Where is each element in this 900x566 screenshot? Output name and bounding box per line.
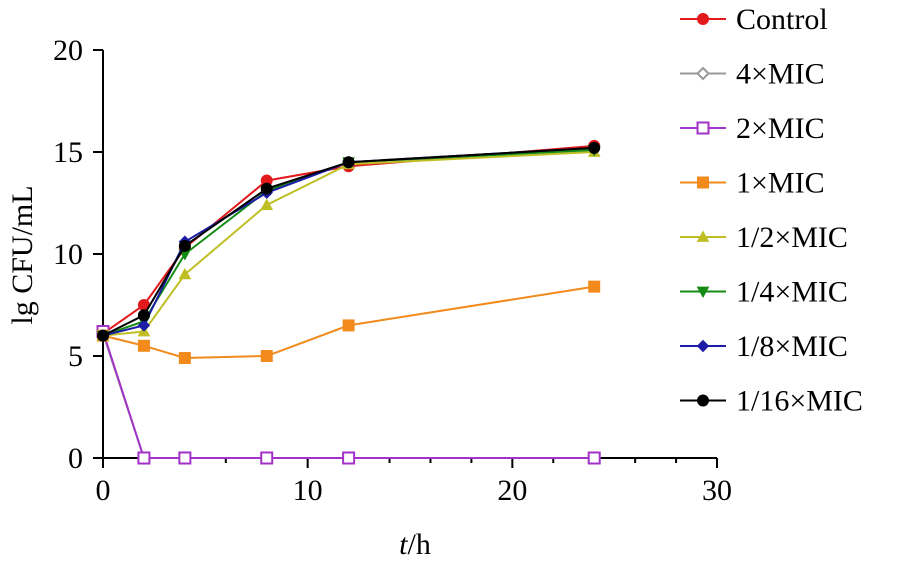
legend-item-2xmic: 2×MIC	[680, 112, 825, 145]
x-axis-label-variable: t	[399, 528, 408, 561]
data-point-1-2xmic	[178, 267, 192, 280]
series-1-2xmic	[96, 145, 601, 341]
legend-label: 1/4×MIC	[736, 276, 848, 309]
series-control	[97, 139, 601, 340]
legend-label: 2×MIC	[736, 112, 825, 145]
legend-label: 4×MIC	[736, 58, 825, 91]
data-point-1-2xmic	[260, 198, 274, 210]
series-4xmic	[96, 326, 602, 465]
series-layer	[96, 139, 602, 465]
data-point-1-16xmic	[260, 182, 273, 195]
data-point-1-16xmic	[342, 156, 355, 169]
legend-marker	[696, 230, 710, 242]
x-axis-label-unit: /h	[408, 528, 431, 561]
data-point-1xmic	[342, 319, 355, 332]
legend-marker	[696, 286, 710, 299]
series-line-1-16xmic	[102, 146, 595, 337]
series-line-1-4xmic	[102, 149, 595, 337]
data-point-1xmic	[260, 350, 273, 362]
y-tick-label: 15	[53, 136, 83, 169]
series-1-16xmic	[97, 141, 601, 342]
legend-marker	[697, 394, 709, 407]
y-axis-label: lg CFU/mL	[6, 185, 39, 324]
series-1-4xmic	[96, 145, 601, 343]
legend-item-1-16xmic: 1/16×MIC	[680, 385, 863, 418]
data-point-1xmic	[178, 352, 191, 365]
data-point-1-16xmic	[137, 309, 150, 322]
legend: Control 4×MIC 2×MIC 1×MIC 1/2×MIC 1/4×MIC 1/8×…	[680, 3, 863, 418]
legend-item-control: Control	[680, 3, 828, 36]
series-line-1-8xmic	[102, 146, 595, 337]
x-axis: 0 10 20 30	[96, 457, 732, 507]
data-point-1-16xmic	[178, 239, 191, 252]
legend-item-4xmic: 4×MIC	[680, 58, 825, 91]
x-tick-label: 30	[702, 474, 732, 507]
legend-marker	[697, 13, 709, 25]
series-2xmic	[96, 325, 601, 465]
legend-item-1xmic: 1×MIC	[680, 167, 825, 200]
x-tick-label: 20	[497, 474, 527, 507]
legend-item-1-2xmic: 1/2×MIC	[680, 221, 848, 254]
data-point-1-8xmic	[137, 319, 151, 332]
legend-label: 1/8×MIC	[736, 330, 848, 363]
y-tick-label: 5	[68, 340, 83, 373]
legend-item-1-4xmic: 1/4×MIC	[680, 276, 848, 309]
x-tick-label: 0	[96, 474, 111, 507]
data-point-2xmic	[587, 451, 601, 465]
data-point-1xmic	[137, 339, 150, 352]
legend-label: Control	[736, 3, 828, 36]
legend-label: 1/16×MIC	[736, 385, 863, 418]
series-line-1xmic	[102, 285, 595, 360]
y-tick-label: 20	[53, 34, 83, 67]
data-point-2xmic	[178, 451, 192, 465]
data-point-1-16xmic	[588, 141, 601, 154]
legend-label: 1/2×MIC	[736, 221, 848, 254]
series-line-control	[102, 144, 595, 335]
data-point-1xmic	[588, 280, 601, 293]
series-line-1-2xmic	[102, 151, 595, 337]
x-axis-label: t/h	[399, 528, 431, 561]
y-tick-label: 10	[53, 238, 83, 271]
legend-marker	[696, 121, 710, 135]
y-tick-label: 0	[68, 442, 83, 475]
legend-marker	[696, 339, 710, 353]
legend-item-1-8xmic: 1/8×MIC	[680, 330, 848, 363]
series-line-4xmic	[102, 333, 595, 459]
legend-label: 1×MIC	[736, 167, 825, 200]
data-point-1-16xmic	[97, 329, 109, 342]
data-point-2xmic	[137, 451, 151, 465]
legend-marker	[696, 66, 710, 81]
y-axis: 0 5 10 15 20	[53, 34, 104, 475]
data-point-2xmic	[260, 451, 274, 465]
series-line-2xmic	[102, 331, 595, 459]
data-point-2xmic	[342, 451, 356, 465]
series-1xmic	[97, 280, 601, 365]
legend-marker	[697, 176, 709, 189]
x-tick-label: 10	[293, 474, 323, 507]
